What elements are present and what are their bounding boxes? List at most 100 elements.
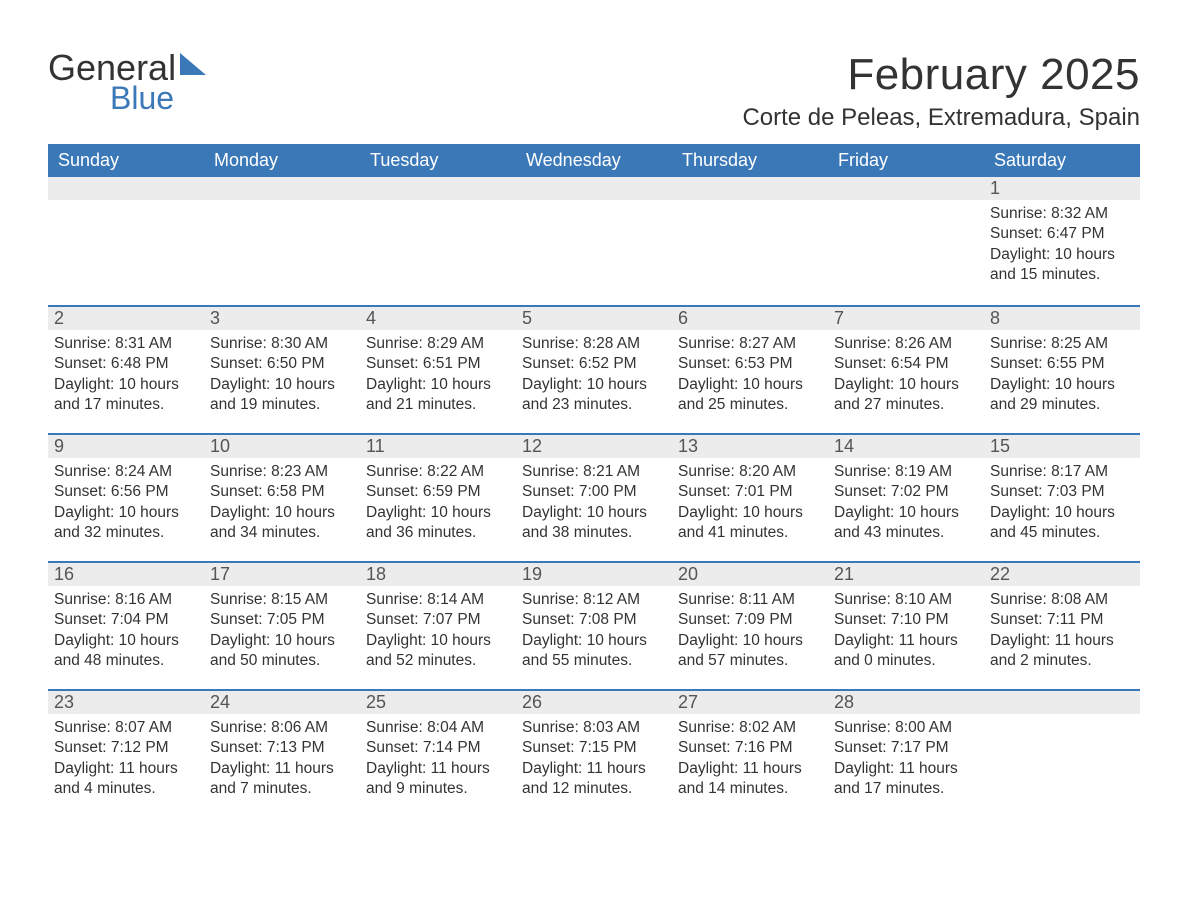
day-details: Sunrise: 8:27 AMSunset: 6:53 PMDaylight:… (672, 330, 828, 426)
day-details: Sunrise: 8:15 AMSunset: 7:05 PMDaylight:… (204, 586, 360, 682)
sunrise-text: Sunrise: 8:00 AM (834, 718, 978, 738)
sunrise-text: Sunrise: 8:28 AM (522, 334, 666, 354)
daylight-text: Daylight: 10 hours and 57 minutes. (678, 631, 822, 672)
sunrise-text: Sunrise: 8:30 AM (210, 334, 354, 354)
sunset-text: Sunset: 6:47 PM (990, 224, 1134, 244)
weekday-header: Monday (204, 144, 360, 177)
calendar-week: 1Sunrise: 8:32 AMSunset: 6:47 PMDaylight… (48, 177, 1140, 305)
day-details: Sunrise: 8:19 AMSunset: 7:02 PMDaylight:… (828, 458, 984, 554)
sunset-text: Sunset: 7:00 PM (522, 482, 666, 502)
calendar-cell (204, 177, 360, 305)
daylight-text: Daylight: 10 hours and 45 minutes. (990, 503, 1134, 544)
daylight-text: Daylight: 10 hours and 34 minutes. (210, 503, 354, 544)
sunset-text: Sunset: 6:48 PM (54, 354, 198, 374)
day-number: 21 (828, 561, 984, 586)
sunrise-text: Sunrise: 8:14 AM (366, 590, 510, 610)
daylight-text: Daylight: 11 hours and 4 minutes. (54, 759, 198, 800)
daylight-text: Daylight: 10 hours and 21 minutes. (366, 375, 510, 416)
day-number: 2 (48, 305, 204, 330)
day-details: Sunrise: 8:11 AMSunset: 7:09 PMDaylight:… (672, 586, 828, 682)
calendar-cell: 8Sunrise: 8:25 AMSunset: 6:55 PMDaylight… (984, 305, 1140, 433)
day-number: 27 (672, 689, 828, 714)
calendar-cell (516, 177, 672, 305)
logo: General Blue (48, 50, 176, 114)
sunrise-text: Sunrise: 8:19 AM (834, 462, 978, 482)
daylight-text: Daylight: 10 hours and 27 minutes. (834, 375, 978, 416)
day-details: Sunrise: 8:24 AMSunset: 6:56 PMDaylight:… (48, 458, 204, 554)
day-number: 17 (204, 561, 360, 586)
calendar-cell: 24Sunrise: 8:06 AMSunset: 7:13 PMDayligh… (204, 689, 360, 817)
day-details: Sunrise: 8:17 AMSunset: 7:03 PMDaylight:… (984, 458, 1140, 554)
daylight-text: Daylight: 10 hours and 19 minutes. (210, 375, 354, 416)
sunrise-text: Sunrise: 8:27 AM (678, 334, 822, 354)
sunset-text: Sunset: 7:15 PM (522, 738, 666, 758)
day-number (984, 689, 1140, 714)
daylight-text: Daylight: 11 hours and 7 minutes. (210, 759, 354, 800)
day-number: 26 (516, 689, 672, 714)
day-number (204, 177, 360, 200)
sunset-text: Sunset: 7:14 PM (366, 738, 510, 758)
day-details: Sunrise: 8:31 AMSunset: 6:48 PMDaylight:… (48, 330, 204, 426)
day-number (516, 177, 672, 200)
sunrise-text: Sunrise: 8:20 AM (678, 462, 822, 482)
daylight-text: Daylight: 11 hours and 2 minutes. (990, 631, 1134, 672)
day-number: 20 (672, 561, 828, 586)
day-details: Sunrise: 8:32 AMSunset: 6:47 PMDaylight:… (984, 200, 1140, 296)
sunrise-text: Sunrise: 8:21 AM (522, 462, 666, 482)
sunset-text: Sunset: 6:56 PM (54, 482, 198, 502)
calendar-cell: 5Sunrise: 8:28 AMSunset: 6:52 PMDaylight… (516, 305, 672, 433)
day-details: Sunrise: 8:22 AMSunset: 6:59 PMDaylight:… (360, 458, 516, 554)
sunrise-text: Sunrise: 8:02 AM (678, 718, 822, 738)
weekday-header: Tuesday (360, 144, 516, 177)
sunset-text: Sunset: 7:09 PM (678, 610, 822, 630)
daylight-text: Daylight: 10 hours and 25 minutes. (678, 375, 822, 416)
sunrise-text: Sunrise: 8:03 AM (522, 718, 666, 738)
day-number (360, 177, 516, 200)
sunrise-text: Sunrise: 8:04 AM (366, 718, 510, 738)
day-number: 10 (204, 433, 360, 458)
calendar-cell: 9Sunrise: 8:24 AMSunset: 6:56 PMDaylight… (48, 433, 204, 561)
calendar-cell: 25Sunrise: 8:04 AMSunset: 7:14 PMDayligh… (360, 689, 516, 817)
calendar-cell: 18Sunrise: 8:14 AMSunset: 7:07 PMDayligh… (360, 561, 516, 689)
sunrise-text: Sunrise: 8:26 AM (834, 334, 978, 354)
daylight-text: Daylight: 11 hours and 14 minutes. (678, 759, 822, 800)
sunrise-text: Sunrise: 8:16 AM (54, 590, 198, 610)
day-number: 19 (516, 561, 672, 586)
daylight-text: Daylight: 11 hours and 9 minutes. (366, 759, 510, 800)
day-details: Sunrise: 8:14 AMSunset: 7:07 PMDaylight:… (360, 586, 516, 682)
day-number: 14 (828, 433, 984, 458)
calendar-cell: 17Sunrise: 8:15 AMSunset: 7:05 PMDayligh… (204, 561, 360, 689)
calendar-cell: 12Sunrise: 8:21 AMSunset: 7:00 PMDayligh… (516, 433, 672, 561)
calendar-cell: 14Sunrise: 8:19 AMSunset: 7:02 PMDayligh… (828, 433, 984, 561)
calendar-cell: 13Sunrise: 8:20 AMSunset: 7:01 PMDayligh… (672, 433, 828, 561)
daylight-text: Daylight: 10 hours and 50 minutes. (210, 631, 354, 672)
calendar-cell: 4Sunrise: 8:29 AMSunset: 6:51 PMDaylight… (360, 305, 516, 433)
day-details: Sunrise: 8:29 AMSunset: 6:51 PMDaylight:… (360, 330, 516, 426)
calendar-cell: 6Sunrise: 8:27 AMSunset: 6:53 PMDaylight… (672, 305, 828, 433)
calendar-cell: 10Sunrise: 8:23 AMSunset: 6:58 PMDayligh… (204, 433, 360, 561)
calendar-cell: 20Sunrise: 8:11 AMSunset: 7:09 PMDayligh… (672, 561, 828, 689)
day-number: 12 (516, 433, 672, 458)
calendar-week: 9Sunrise: 8:24 AMSunset: 6:56 PMDaylight… (48, 433, 1140, 561)
calendar-cell: 21Sunrise: 8:10 AMSunset: 7:10 PMDayligh… (828, 561, 984, 689)
sunrise-text: Sunrise: 8:15 AM (210, 590, 354, 610)
daylight-text: Daylight: 11 hours and 0 minutes. (834, 631, 978, 672)
day-details: Sunrise: 8:26 AMSunset: 6:54 PMDaylight:… (828, 330, 984, 426)
day-number: 11 (360, 433, 516, 458)
day-number (672, 177, 828, 200)
calendar-cell: 11Sunrise: 8:22 AMSunset: 6:59 PMDayligh… (360, 433, 516, 561)
calendar-cell (360, 177, 516, 305)
day-number: 3 (204, 305, 360, 330)
day-details: Sunrise: 8:08 AMSunset: 7:11 PMDaylight:… (984, 586, 1140, 682)
day-number: 13 (672, 433, 828, 458)
sunrise-text: Sunrise: 8:08 AM (990, 590, 1134, 610)
day-number: 4 (360, 305, 516, 330)
calendar-cell: 27Sunrise: 8:02 AMSunset: 7:16 PMDayligh… (672, 689, 828, 817)
calendar-thead: SundayMondayTuesdayWednesdayThursdayFrid… (48, 144, 1140, 177)
day-details: Sunrise: 8:10 AMSunset: 7:10 PMDaylight:… (828, 586, 984, 682)
sunrise-text: Sunrise: 8:12 AM (522, 590, 666, 610)
sunrise-text: Sunrise: 8:17 AM (990, 462, 1134, 482)
sunrise-text: Sunrise: 8:24 AM (54, 462, 198, 482)
calendar-cell: 23Sunrise: 8:07 AMSunset: 7:12 PMDayligh… (48, 689, 204, 817)
day-details: Sunrise: 8:03 AMSunset: 7:15 PMDaylight:… (516, 714, 672, 810)
